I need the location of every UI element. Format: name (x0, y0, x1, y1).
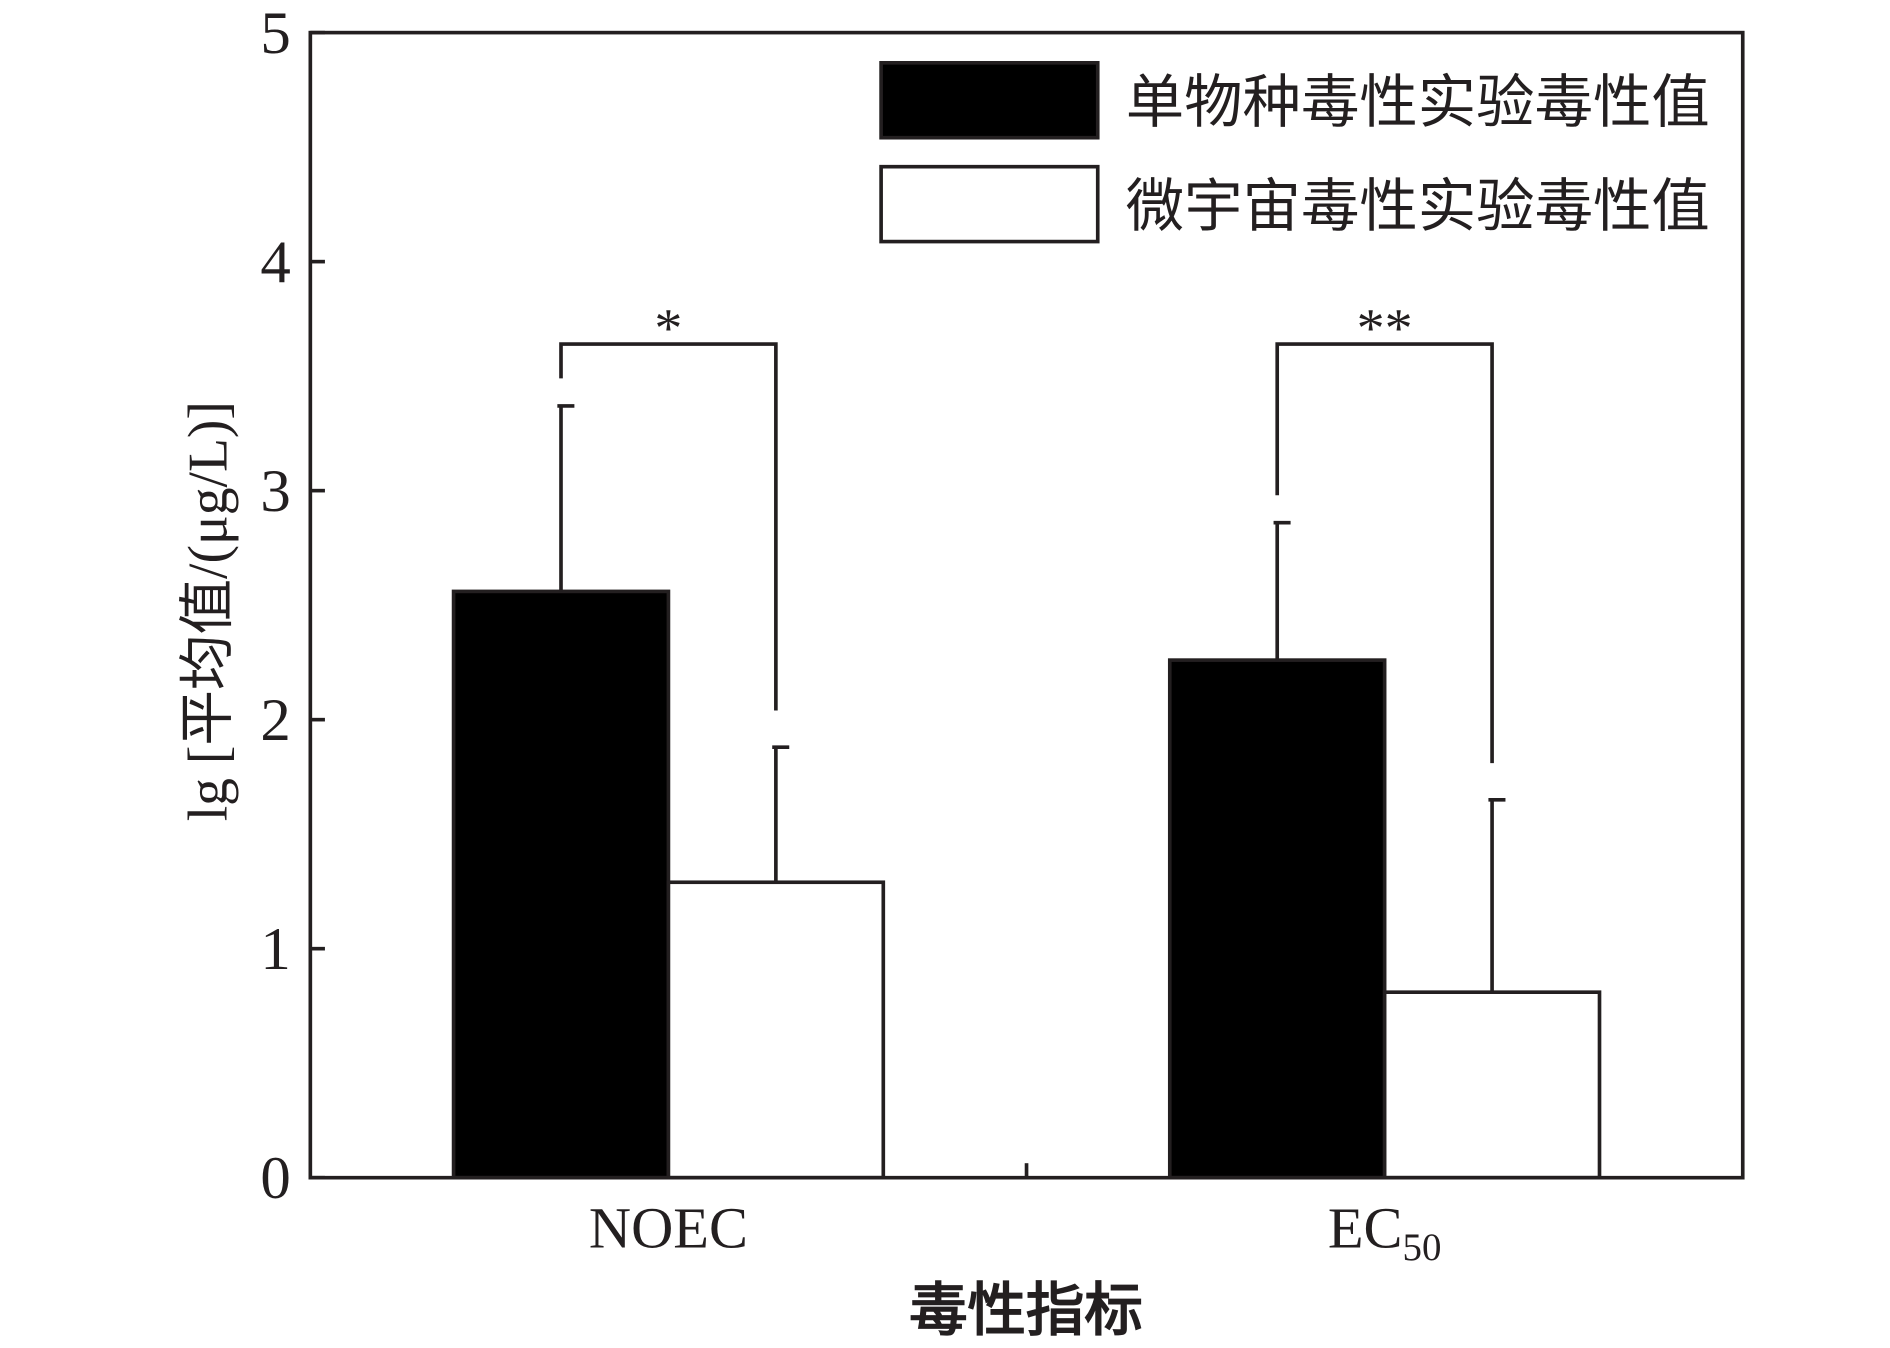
significance-label-noec: * (654, 298, 682, 360)
y-axis-ticks: 0 1 2 3 4 5 (260, 0, 325, 1212)
y-tick-label-0: 0 (260, 1145, 290, 1212)
y-tick-label-4: 4 (260, 229, 290, 296)
legend-swatch-single-species (879, 60, 1100, 140)
legend: 单物种毒性实验毒性值 微宇宙毒性实验毒性值 (879, 60, 1710, 244)
bars (451, 589, 1602, 1180)
y-tick-label-5: 5 (260, 0, 290, 67)
y-tick-label-2: 2 (260, 687, 290, 754)
y-tick-label-3: 3 (260, 458, 290, 525)
x-axis-ticks: NOEC EC50 (589, 1163, 1441, 1269)
legend-swatch-microcosm (879, 164, 1100, 244)
x-axis-title: 毒性指标 (909, 1278, 1143, 1343)
significance-brackets: * ** (559, 298, 1494, 764)
plot-frame (308, 30, 1745, 1180)
y-axis-title: lg [平均值/(μg/L)] (177, 401, 239, 821)
significance-bracket-ec50 (1275, 342, 1494, 764)
bar-noec-series-0 (451, 589, 671, 1180)
legend-label-single-species: 单物种毒性实验毒性值 (1126, 70, 1710, 135)
error-bars (557, 404, 1506, 993)
x-tick-label-ec50: EC50 (1328, 1196, 1442, 1269)
legend-label-microcosm: 微宇宙毒性实验毒性值 (1126, 174, 1710, 239)
x-tick-label-noec: NOEC (589, 1196, 748, 1261)
y-tick-label-1: 1 (260, 916, 290, 983)
bar-ec50-series-0 (1167, 658, 1387, 1180)
bar-noec-series-1 (666, 880, 886, 1180)
significance-bracket-noec (559, 342, 778, 711)
significance-label-ec50: ** (1357, 298, 1413, 360)
bar-ec50-series-1 (1382, 990, 1602, 1180)
